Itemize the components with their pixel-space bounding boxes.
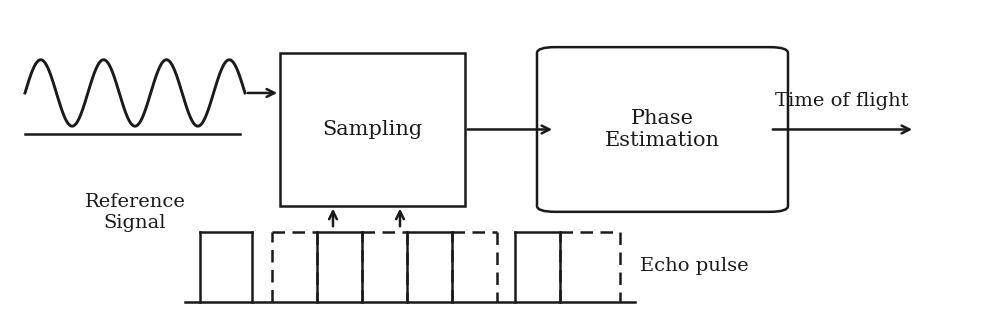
- Text: Time of flight: Time of flight: [775, 92, 909, 110]
- Text: Phase
Estimation: Phase Estimation: [605, 109, 720, 150]
- FancyBboxPatch shape: [537, 47, 788, 212]
- Text: Reference
Signal: Reference Signal: [85, 193, 185, 232]
- Bar: [280, 53, 465, 206]
- Text: Echo pulse: Echo pulse: [640, 257, 749, 275]
- Text: Sampling: Sampling: [322, 120, 423, 139]
